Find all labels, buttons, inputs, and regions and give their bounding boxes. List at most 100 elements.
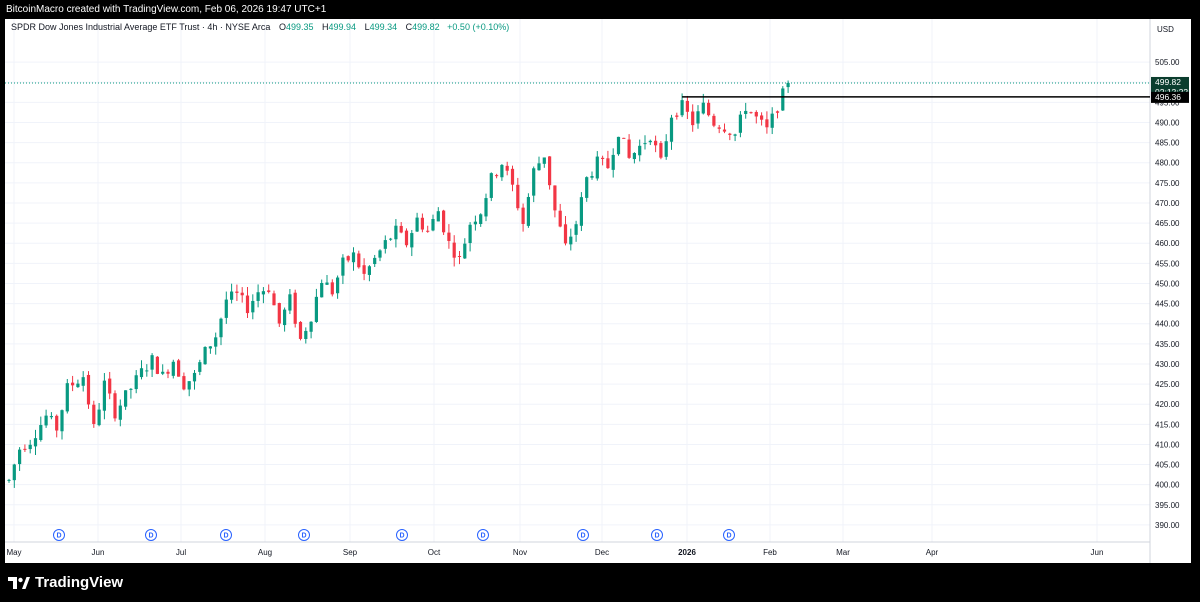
candle-body xyxy=(150,355,154,370)
change-value: +0.50 (+0.10%) xyxy=(447,22,510,32)
last-price-text: 499.82 xyxy=(1155,77,1181,87)
candle-body xyxy=(113,393,117,419)
candle-body xyxy=(516,184,520,209)
high-value: 499.94 xyxy=(328,22,357,32)
candle-body xyxy=(579,197,583,226)
candlestick-chart[interactable]: 390.00 395.00 400.00 405.00 410.00 415.00 420.… xyxy=(5,19,1191,563)
candle-body xyxy=(701,102,705,114)
candle-body xyxy=(336,277,340,294)
time-axis-tick: Jul xyxy=(176,548,186,557)
candle-body xyxy=(733,134,737,136)
candle-body xyxy=(632,153,636,160)
candle-body xyxy=(139,368,144,378)
candle-body xyxy=(717,127,721,129)
candle-body xyxy=(722,129,727,132)
candle-body xyxy=(585,177,589,198)
candle-body xyxy=(182,376,186,390)
level-price-text: 496.36 xyxy=(1155,92,1181,102)
candle-body xyxy=(664,141,668,157)
price-axis-tick: 450.00 xyxy=(1155,279,1180,288)
candle-body xyxy=(479,214,483,225)
time-axis-tick: Feb xyxy=(763,548,777,557)
close-value: 499.82 xyxy=(412,22,440,32)
dividend-marker[interactable]: D xyxy=(145,529,157,541)
dividend-marker[interactable]: D xyxy=(298,529,310,541)
candle-body xyxy=(251,300,255,313)
price-axis-tick: 455.00 xyxy=(1155,259,1180,268)
candle-body xyxy=(219,318,223,338)
candle-body xyxy=(267,290,271,292)
tradingview-icon xyxy=(8,576,30,589)
time-axis-tick: Dec xyxy=(595,548,609,557)
candle-body xyxy=(489,173,493,198)
candle-body xyxy=(357,253,361,268)
candle-body xyxy=(320,283,324,298)
dividend-marker[interactable]: D xyxy=(396,529,408,541)
candle-body xyxy=(611,154,615,170)
svg-text:D: D xyxy=(56,533,61,540)
candle-body xyxy=(510,168,515,185)
dividend-marker[interactable]: D xyxy=(651,529,663,541)
candle-body xyxy=(410,233,414,248)
candle-body xyxy=(298,321,303,339)
candle-body xyxy=(659,143,663,158)
dividend-marker[interactable]: D xyxy=(577,529,589,541)
dividend-marker[interactable]: D xyxy=(53,529,65,541)
candle-body xyxy=(155,356,159,374)
candle-body xyxy=(177,360,181,377)
chart-area[interactable]: 390.00 395.00 400.00 405.00 410.00 415.00 420.… xyxy=(5,19,1191,563)
candle-body xyxy=(245,295,250,314)
candle-body xyxy=(643,143,647,145)
candle-body xyxy=(452,242,456,258)
candle-body xyxy=(563,224,568,244)
dividend-marker[interactable]: D xyxy=(477,529,489,541)
svg-text:D: D xyxy=(301,533,306,540)
candle-body xyxy=(691,111,695,126)
candle-body xyxy=(526,196,530,226)
tradingview-logo: TradingView xyxy=(8,574,123,591)
candle-body xyxy=(134,375,138,390)
candle-body xyxy=(542,157,546,164)
svg-text:D: D xyxy=(399,533,404,540)
candle-body xyxy=(341,257,345,276)
candle-body xyxy=(505,165,509,171)
time-axis-tick: Jun xyxy=(1091,548,1104,557)
svg-text:D: D xyxy=(580,533,585,540)
candle-body xyxy=(675,115,679,117)
time-axis-tick: 2026 xyxy=(678,548,696,557)
candle-body xyxy=(669,117,674,142)
price-axis-tick: 415.00 xyxy=(1155,420,1180,429)
candle-body xyxy=(728,133,732,135)
candle-body xyxy=(622,137,626,139)
candle-body xyxy=(495,175,499,177)
price-axis-tick: 505.00 xyxy=(1155,58,1180,67)
time-axis-tick: Aug xyxy=(258,548,272,557)
candle-body xyxy=(457,255,462,257)
candle-body xyxy=(760,115,764,120)
candle-body xyxy=(161,371,165,374)
candle-body xyxy=(484,198,488,217)
price-axis-tick: 480.00 xyxy=(1155,159,1180,168)
price-axis-tick: 430.00 xyxy=(1155,360,1180,369)
candle-body xyxy=(171,361,175,376)
candle-body xyxy=(770,113,774,128)
candle-body xyxy=(277,303,281,324)
candle-body xyxy=(49,416,53,418)
candle-body xyxy=(786,82,790,88)
dividend-marker[interactable]: D xyxy=(723,529,735,541)
candle-body xyxy=(44,415,48,426)
candle-body xyxy=(55,415,59,431)
candle-body xyxy=(81,377,85,386)
candle-body xyxy=(367,266,371,275)
candle-body xyxy=(707,102,711,116)
candle-body xyxy=(373,257,377,265)
candle-body xyxy=(463,243,467,259)
watermark-bar: BitcoinMacro created with TradingView.co… xyxy=(0,0,1200,19)
dividend-marker[interactable]: D xyxy=(220,529,232,541)
candle-body xyxy=(378,250,382,258)
candle-body xyxy=(192,372,197,382)
candle-body xyxy=(65,383,69,412)
candle-body xyxy=(654,140,658,146)
time-axis-tick: May xyxy=(6,548,21,557)
candle-body xyxy=(309,321,313,332)
